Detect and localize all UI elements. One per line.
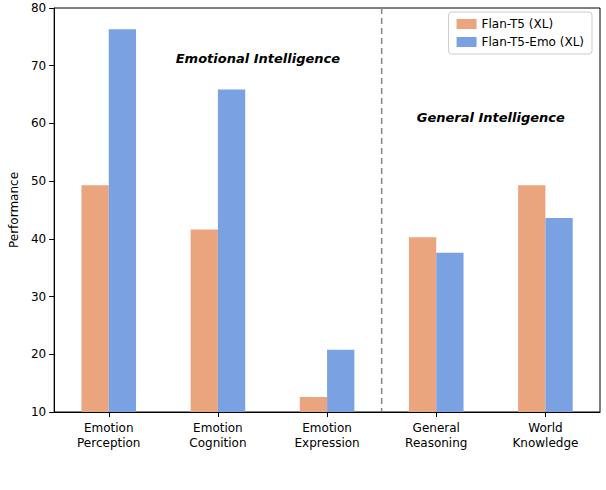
svg-text:Reasoning: Reasoning (405, 436, 467, 450)
svg-text:World: World (528, 421, 562, 435)
svg-text:20: 20 (31, 347, 46, 361)
svg-text:40: 40 (31, 232, 46, 246)
svg-text:60: 60 (31, 116, 46, 130)
svg-text:Emotion: Emotion (193, 421, 243, 435)
svg-text:Flan-T5-Emo (XL): Flan-T5-Emo (XL) (482, 35, 584, 49)
svg-text:80: 80 (31, 1, 46, 15)
svg-text:Perception: Perception (77, 436, 140, 450)
svg-text:Expression: Expression (295, 436, 360, 450)
svg-text:Emotion: Emotion (302, 421, 352, 435)
svg-text:10: 10 (31, 405, 46, 419)
svg-text:70: 70 (31, 59, 46, 73)
svg-text:Performance: Performance (7, 172, 21, 248)
svg-text:Cognition: Cognition (189, 436, 246, 450)
svg-text:General Intelligence: General Intelligence (417, 110, 565, 125)
svg-text:Emotion: Emotion (84, 421, 134, 435)
svg-text:30: 30 (31, 290, 46, 304)
svg-text:50: 50 (31, 174, 46, 188)
svg-text:General: General (413, 421, 460, 435)
svg-text:Knowledge: Knowledge (512, 436, 578, 450)
svg-text:Flan-T5 (XL): Flan-T5 (XL) (482, 17, 553, 31)
svg-text:Emotional Intelligence: Emotional Intelligence (176, 51, 341, 66)
